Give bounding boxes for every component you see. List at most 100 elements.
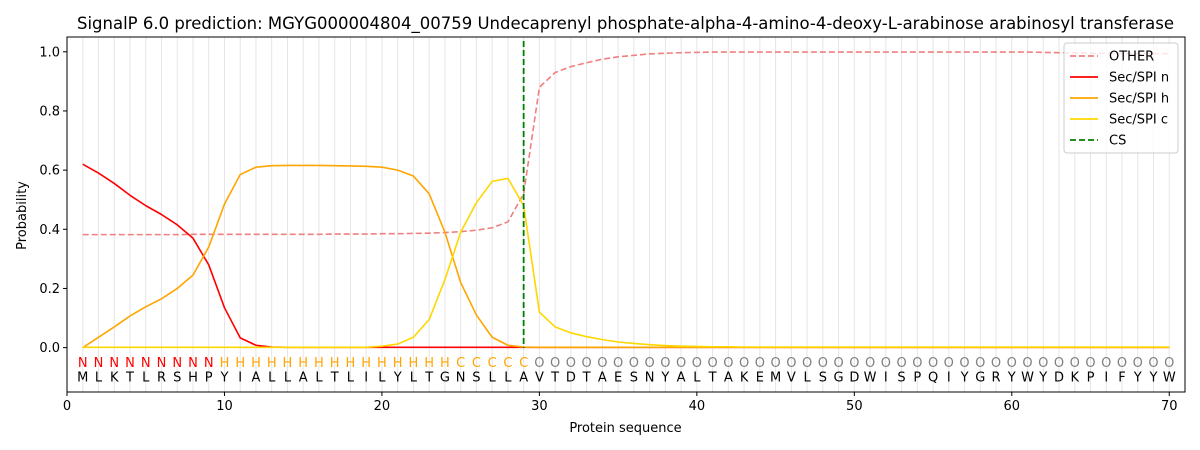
sequence-letter: S [630,371,638,386]
region-letter: O [1054,356,1064,371]
sequence-letter: M [770,371,781,386]
region-letter: O [566,356,576,371]
region-letter: O [802,356,812,371]
x-tick-label: 30 [531,399,548,414]
sequence-letter: L [504,371,512,386]
region-letter: H [314,356,324,371]
sequence-letter: Y [1007,371,1016,386]
sequence-letter: A [519,371,528,386]
sequence-letter: T [330,371,339,386]
sequence-letter: A [252,371,261,386]
region-letter: O [755,356,765,371]
region-letter: N [94,356,104,371]
sequence-letter: Q [928,371,938,386]
sequence-letter: T [708,371,717,386]
region-letter: O [582,356,592,371]
sequence-letter: S [472,371,480,386]
region-letter: O [723,356,733,371]
y-tick-label: 1.0 [39,45,60,60]
region-letter: O [912,356,922,371]
region-letter: O [1085,356,1095,371]
series-line [82,164,1170,349]
series-line [82,51,1170,236]
sequence-letter: A [598,371,607,386]
region-letter: N [204,356,214,371]
y-tick-label: 0.6 [39,164,60,179]
region-letter: H [220,356,230,371]
sequence-letter: A [299,371,308,386]
sequence-letter: L [95,371,103,386]
region-letter: O [550,356,560,371]
x-axis-label: Protein sequence [569,421,681,436]
region-letter: N [141,356,151,371]
x-tick-label: 50 [846,399,863,414]
sequence-letter: L [693,371,701,386]
legend-label: CS [1109,134,1126,149]
sequence-letter: L [803,371,811,386]
sequence-letter: D [849,371,859,386]
axes-frame [66,36,1186,393]
region-letter: N [157,356,167,371]
region-letter: O [881,356,891,371]
sequence-letter: L [410,371,418,386]
sequence-letter: I [947,371,951,386]
sequence-letter: D [1054,371,1064,386]
region-letter: O [1038,356,1048,371]
sequence-letter: T [582,371,591,386]
sequence-letter: R [157,371,166,386]
region-letter: H [235,356,245,371]
region-letter: N [109,356,119,371]
region-letter: N [125,356,135,371]
region-letter: O [1164,356,1174,371]
region-letter: O [1101,356,1111,371]
region-letter: N [78,356,88,371]
region-letter: O [707,356,717,371]
region-letter: O [676,356,686,371]
sequence-letter: T [125,371,134,386]
sequence-letter: S [897,371,905,386]
sequence-letter: Y [960,371,969,386]
sequence-letter: Y [219,371,228,386]
sequence-letter: L [268,371,276,386]
y-tick-label: 0.8 [39,104,60,119]
sequence-letter: A [677,371,686,386]
sequence-letter: Y [393,371,402,386]
sequence-letter: G [975,371,985,386]
sequence-letter: T [424,371,433,386]
sequence-letter: L [315,371,323,386]
sequence-letter: I [884,371,888,386]
sequence-letter: W [1163,371,1176,386]
region-letter: O [1022,356,1032,371]
region-letter: O [818,356,828,371]
chart-title: SignalP 6.0 prediction: MGYG000004804_00… [77,14,1174,34]
sequence-letter: I [364,371,368,386]
region-letter: H [346,356,356,371]
region-letter: O [660,356,670,371]
sequence-letter: A [724,371,733,386]
sequence-letter: W [1021,371,1034,386]
x-tick-label: 10 [216,399,233,414]
y-tick-label: 0.4 [39,223,60,238]
sequence-letter: L [378,371,386,386]
region-letter: N [172,356,182,371]
region-letter: O [613,356,623,371]
region-letter: C [488,356,497,371]
sequence-letter: L [284,371,292,386]
sequence-letter: N [456,371,466,386]
sequence-letter: N [645,371,655,386]
region-letter: C [519,356,528,371]
sequence-letter: K [1071,371,1080,386]
y-tick-label: 0.0 [39,341,60,356]
region-letter: O [786,356,796,371]
sequence-letter: P [205,371,213,386]
sequence-letter: L [489,371,497,386]
sequence-letter: K [110,371,119,386]
region-letter: H [393,356,403,371]
sequence-letter: Y [1038,371,1047,386]
legend: OTHER Sec/SPI n Sec/SPI h Sec/SPI c CS [1063,42,1179,154]
sequence-letter: F [1118,371,1125,386]
sequence-letter: I [1104,371,1108,386]
region-letter: O [928,356,938,371]
sequence-letter: Y [660,371,669,386]
